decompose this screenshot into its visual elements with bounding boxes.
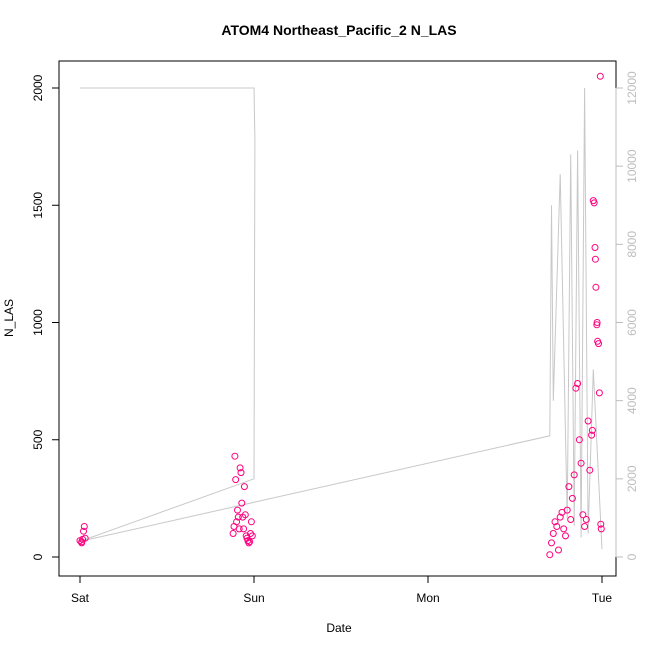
data-point <box>581 523 589 530</box>
y-axis-label: N_LAS <box>2 299 16 337</box>
y2-tick-label: 8000 <box>625 231 639 258</box>
x-axis-label: Date <box>326 621 352 635</box>
data-point <box>574 380 582 387</box>
y2-tick-label: 10000 <box>625 149 639 183</box>
data-point <box>563 506 571 514</box>
data-point <box>549 530 557 537</box>
data-point <box>234 513 242 521</box>
data-point <box>240 483 248 491</box>
y-tick-label: 1500 <box>31 192 45 219</box>
y2-tick-label: 4000 <box>625 387 639 414</box>
data-point <box>235 525 243 533</box>
data-point <box>248 532 256 540</box>
x-axis: Sat Sun Mon Tue <box>71 575 613 605</box>
data-point <box>596 72 604 80</box>
data-point <box>588 431 596 439</box>
data-point <box>546 551 554 559</box>
data-point <box>246 538 254 546</box>
data-point <box>555 546 562 554</box>
data-point <box>592 283 600 291</box>
data-point <box>240 525 248 533</box>
data-point <box>232 476 240 484</box>
y-tick-label: 1000 <box>31 309 45 336</box>
data-point <box>247 518 255 526</box>
plot-frame <box>58 60 617 577</box>
data-point <box>231 452 239 460</box>
y-tick-label: 2000 <box>31 74 45 101</box>
chart-title: ATOM4 Northeast_Pacific_2 N_LAS <box>221 22 456 38</box>
data-point <box>591 255 599 263</box>
data-point <box>556 513 564 521</box>
data-point <box>565 483 573 491</box>
data-point <box>548 539 555 547</box>
data-point <box>560 525 568 533</box>
series-lines <box>79 87 603 550</box>
data-point <box>597 525 605 533</box>
data-point <box>577 459 585 467</box>
data-point <box>593 321 601 329</box>
data-point <box>238 499 246 507</box>
data-point <box>595 340 602 348</box>
y2-tick-label: 12000 <box>625 71 639 105</box>
data-point <box>229 530 237 537</box>
data-point <box>237 469 245 477</box>
data-point <box>245 539 253 547</box>
data-point <box>572 384 580 392</box>
data-point <box>80 523 88 530</box>
y-tick-label: 500 <box>31 429 45 449</box>
data-point <box>575 436 583 444</box>
data-point <box>241 511 249 519</box>
data-point <box>597 520 605 528</box>
y-tick-label: 0 <box>31 553 45 560</box>
y2-tick-label: 0 <box>625 553 639 560</box>
data-point <box>582 516 590 523</box>
data-point <box>586 466 594 474</box>
y2-tick-label: 2000 <box>625 465 639 492</box>
data-point <box>591 244 599 251</box>
data-point <box>567 516 575 523</box>
data-point <box>234 506 241 514</box>
series-line <box>79 87 603 550</box>
data-point <box>579 511 587 519</box>
x-tick-label: Sun <box>243 591 264 605</box>
data-point <box>568 494 576 502</box>
data-point <box>562 532 569 540</box>
data-point <box>80 527 87 535</box>
data-point <box>551 518 559 526</box>
data-point <box>236 464 244 472</box>
data-point <box>588 426 596 434</box>
x-tick-label: Tue <box>592 591 613 605</box>
x-tick-label: Mon <box>416 591 439 605</box>
y-axis-left: 0 500 1000 1500 2000 <box>31 74 60 560</box>
data-point <box>595 389 603 397</box>
y2-tick-label: 6000 <box>625 309 639 336</box>
y-axis-right: 0 2000 4000 6000 8000 10000 12000 <box>615 71 639 560</box>
data-point <box>570 471 578 479</box>
data-point <box>78 539 86 547</box>
x-tick-label: Sat <box>71 591 90 605</box>
data-point <box>81 534 89 542</box>
data-point <box>593 319 601 326</box>
data-point <box>590 199 598 207</box>
data-point <box>233 518 241 526</box>
data-point <box>584 417 592 425</box>
data-point <box>553 523 561 530</box>
series-points <box>76 72 605 559</box>
